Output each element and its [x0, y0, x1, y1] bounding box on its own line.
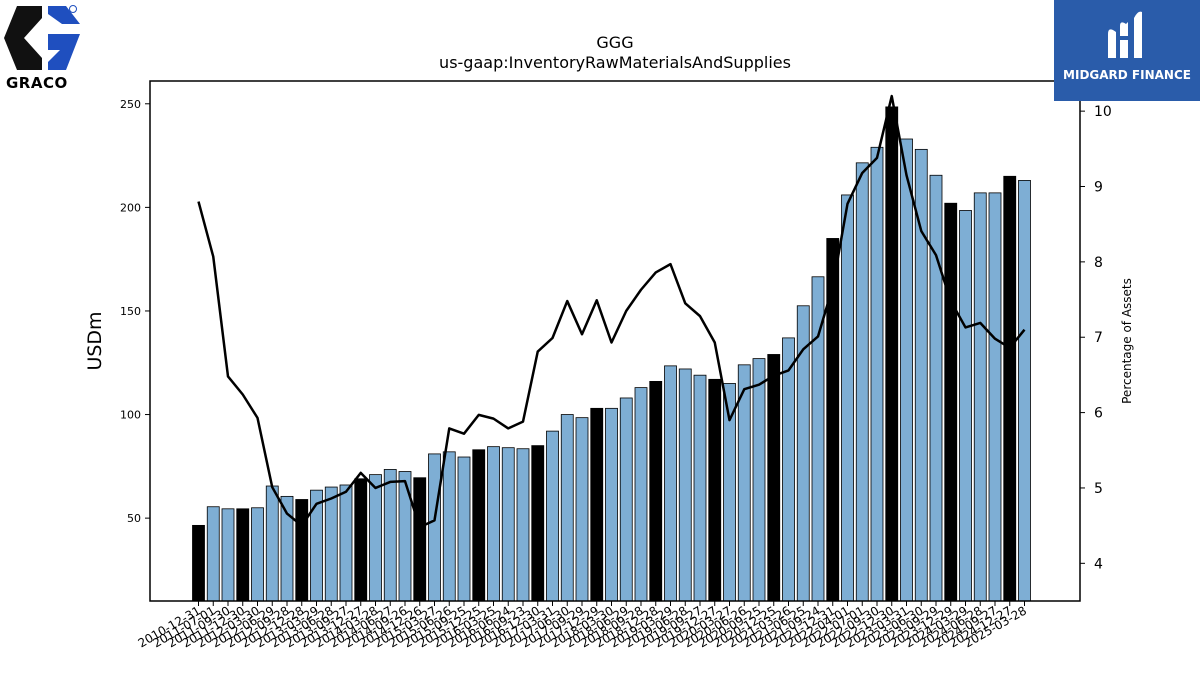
chart-title: GGG	[596, 33, 633, 52]
bar-2019-09-27	[693, 374, 707, 602]
y-tick-label: 100	[120, 409, 141, 422]
y2-tick-label: 5	[1094, 481, 1103, 497]
chart-subtitle: us-gaap:InventoryRawMaterialsAndSupplies	[439, 53, 791, 72]
bar-2021-12-31	[826, 238, 840, 602]
bar-2014-06-27	[383, 469, 397, 602]
bar-2019-06-28	[678, 368, 692, 602]
bar-2013-03-29	[310, 489, 323, 602]
bar-2020-12-25	[767, 354, 781, 602]
bar-2013-09-27	[339, 484, 353, 602]
bar-2018-06-29	[619, 397, 633, 602]
bar-2019-03-29	[664, 365, 677, 602]
line-series	[197, 94, 1026, 529]
bar-2022-12-30	[885, 106, 899, 602]
bar-2023-09-29	[929, 174, 943, 602]
bar-2024-09-27	[988, 192, 1002, 602]
bar-2017-12-29	[590, 407, 604, 602]
y2-tick-label: 4	[1094, 556, 1103, 572]
graco-logo-text: GRACO	[6, 74, 68, 92]
bar-2011-09-30	[221, 508, 235, 602]
bar-2024-03-29	[959, 210, 972, 602]
bar-2014-12-26	[413, 477, 427, 602]
y-tick-label: 50	[127, 512, 141, 525]
bar-2022-09-30	[870, 146, 884, 602]
midgard-logo-icon	[1108, 11, 1142, 59]
y-axis-label: USDm	[84, 311, 106, 370]
bar-2018-09-28	[634, 387, 648, 602]
bar-2018-12-28	[649, 380, 663, 602]
bar-2012-06-29	[265, 485, 279, 602]
bar-2023-12-29	[944, 202, 958, 602]
bar-2011-12-30	[236, 508, 250, 602]
bar-2013-06-28	[324, 486, 338, 602]
bar-2014-03-28	[369, 474, 382, 602]
bar-2013-12-27	[354, 478, 368, 602]
graco-logo: GRACO	[4, 4, 84, 92]
bar-2025-03-28	[1018, 180, 1031, 602]
bar-2011-07-01	[206, 506, 220, 602]
y2-tick-label: 8	[1094, 255, 1103, 271]
bar-2023-03-31	[900, 138, 913, 602]
bar-2021-03-26	[782, 337, 795, 602]
y-tick-label: 250	[120, 98, 141, 111]
bar-2015-03-27	[428, 453, 441, 602]
midgard-finance-logo: MIDGARD FINANCE	[1054, 0, 1200, 101]
bar-series	[192, 106, 1031, 602]
bar-2020-09-25	[752, 358, 766, 602]
axes: 50100150200250456789102010-12-312011-07-…	[120, 80, 1112, 650]
y2-tick-label: 7	[1094, 330, 1103, 346]
y2-tick-label: 6	[1094, 406, 1103, 422]
bar-2015-09-25	[457, 456, 471, 602]
bar-2022-04-01	[841, 194, 854, 602]
y2-axis-label: Percentage of Assets	[1120, 278, 1134, 404]
y2-tick-label: 10	[1094, 104, 1112, 120]
bar-2012-03-30	[251, 507, 264, 602]
bar-2019-12-27	[708, 378, 722, 602]
bar-2016-09-23	[516, 448, 530, 602]
bar-2016-03-25	[487, 446, 500, 602]
bar-2015-12-25	[472, 449, 486, 602]
bar-2010-12-31	[192, 524, 205, 602]
y-tick-label: 200	[120, 201, 141, 214]
bar-2016-06-24	[501, 447, 515, 602]
midgard-logo-text: MIDGARD FINANCE	[1063, 68, 1191, 82]
bar-2015-06-26	[442, 451, 456, 602]
bar-2017-06-30	[560, 414, 574, 602]
bar-2024-06-28	[973, 192, 987, 602]
plot-frame	[149, 80, 1081, 602]
bar-2022-07-01	[855, 162, 869, 602]
bar-2017-09-29	[575, 417, 589, 602]
graco-logo-icon	[4, 5, 80, 70]
bar-2017-03-31	[546, 430, 559, 602]
bar-2024-12-27	[1003, 175, 1017, 602]
percentage-of-assets-line	[197, 94, 1026, 529]
bar-2016-12-30	[531, 445, 545, 602]
y2-tick-label: 9	[1094, 180, 1103, 196]
bar-2012-12-28	[295, 499, 309, 602]
bar-2018-03-30	[605, 407, 618, 602]
y-tick-label: 150	[120, 305, 141, 318]
